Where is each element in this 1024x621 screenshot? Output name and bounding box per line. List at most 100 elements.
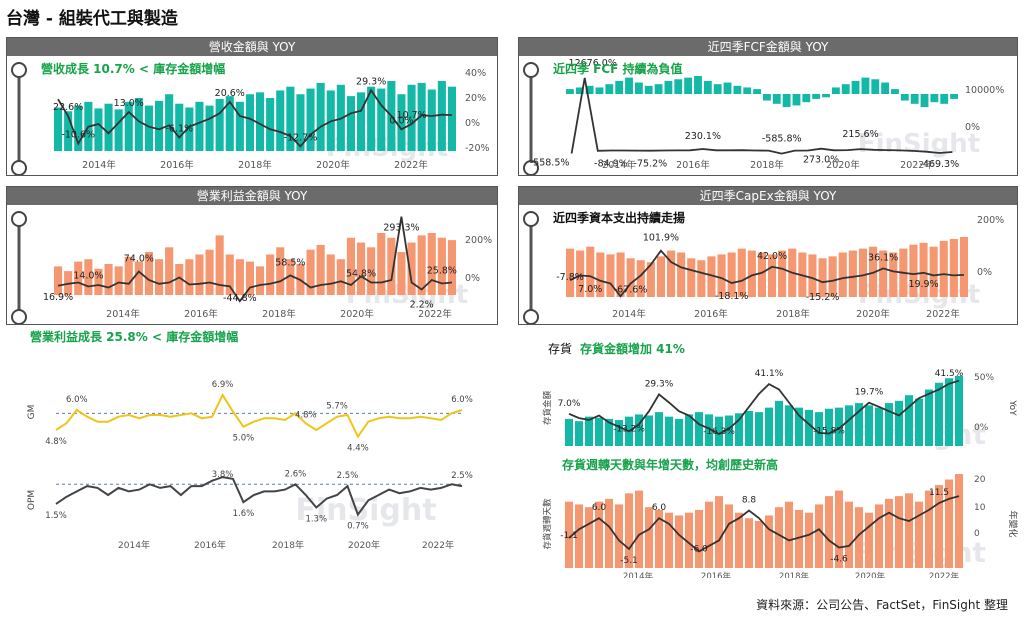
- bar: [815, 412, 823, 446]
- bar: [165, 94, 174, 151]
- bar: [785, 405, 793, 446]
- data-label: 6.9%: [212, 380, 234, 390]
- x-tick: 2016年: [701, 571, 732, 578]
- data-label: -6.1%: [165, 123, 193, 134]
- bar: [626, 258, 635, 297]
- bar: [615, 504, 623, 568]
- bar: [256, 92, 265, 151]
- bar: [175, 264, 184, 295]
- bar: [625, 77, 633, 94]
- bar: [407, 84, 416, 151]
- bar: [225, 254, 234, 295]
- bar: [64, 111, 73, 151]
- data-label: 1.3%: [305, 515, 327, 525]
- bar: [881, 82, 890, 94]
- y-tick: 0%: [465, 118, 480, 129]
- data-label: 2.6%: [285, 469, 307, 479]
- bar: [695, 509, 703, 568]
- bar: [427, 89, 436, 151]
- bar: [585, 85, 594, 94]
- bar: [795, 407, 803, 446]
- bar: [747, 250, 756, 297]
- bar: [606, 254, 615, 297]
- bar: [286, 259, 295, 295]
- slider-handle-top: [523, 62, 539, 78]
- bar: [665, 416, 673, 446]
- data-label: -67.6%: [614, 284, 648, 295]
- bar: [735, 413, 743, 446]
- bar: [225, 96, 234, 151]
- op-panel-title: 營業利益金額與 YOY: [7, 187, 497, 205]
- bar: [397, 94, 406, 151]
- data-label: 230.1%: [685, 131, 721, 142]
- bar: [945, 378, 953, 446]
- bar: [134, 261, 143, 295]
- bar: [725, 504, 733, 568]
- bar: [575, 87, 584, 94]
- x-tick: 2018年: [262, 308, 296, 320]
- bar: [717, 254, 726, 297]
- data-label: 273.0%: [803, 155, 839, 166]
- bar: [879, 250, 888, 297]
- capex-panel-title: 近四季CapEx金額與 YOY: [519, 187, 1017, 205]
- bar: [54, 107, 63, 151]
- bar: [955, 376, 963, 446]
- x-tick: 2018年: [779, 571, 810, 578]
- bar: [757, 252, 766, 297]
- data-label: -1.1: [560, 531, 578, 541]
- data-label: -75.2%: [634, 159, 668, 170]
- yoy-line: [57, 216, 452, 303]
- bar: [869, 246, 878, 297]
- bar: [286, 86, 295, 151]
- y-tick: -20%: [465, 143, 490, 154]
- data-label: -16.3%: [703, 427, 735, 437]
- bar: [835, 490, 843, 568]
- bar: [822, 94, 830, 98]
- inventory-label: 存貨: [548, 342, 573, 356]
- opm-line: [55, 476, 463, 517]
- data-label: -585.8%: [762, 134, 802, 145]
- bar: [865, 512, 873, 568]
- bar: [245, 94, 254, 151]
- bar: [645, 415, 653, 446]
- bar: [94, 108, 103, 151]
- bar: [367, 86, 376, 151]
- data-label: 19.9%: [908, 279, 938, 290]
- fcf-chart: FinSight -558.5% 12676.0% -84.9% -75.2% 230.1…: [523, 58, 1004, 175]
- bar: [713, 84, 722, 94]
- data-label: 5.0%: [233, 434, 255, 444]
- y-axis-label: OPM: [27, 490, 37, 510]
- bar: [841, 84, 850, 94]
- yoy-line: [570, 77, 953, 155]
- bar: [114, 109, 123, 151]
- x-tick: 2014年: [612, 308, 646, 320]
- x-tick: 2022年: [422, 539, 454, 551]
- data-label: 3.8%: [212, 470, 234, 480]
- data-label: 4.4%: [347, 444, 369, 454]
- data-label: 2.2%: [410, 299, 434, 310]
- capex-caption: 近四季資本支出持續走揚: [553, 211, 686, 225]
- bar: [909, 244, 918, 297]
- bar: [575, 504, 583, 568]
- data-label: 101.9%: [643, 233, 679, 244]
- x-tick: 2016年: [194, 539, 226, 551]
- data-label: -7.8%: [556, 272, 584, 283]
- bar: [377, 233, 386, 295]
- bar: [828, 256, 837, 297]
- bar: [885, 498, 893, 568]
- data-label: 7.0%: [558, 399, 581, 409]
- x-tick: 2020年: [348, 539, 380, 551]
- bar: [54, 266, 63, 295]
- x-tick: 2022年: [394, 159, 428, 171]
- data-label: 20.6%: [215, 88, 245, 99]
- data-label: -6.0: [690, 544, 708, 554]
- bar: [755, 412, 763, 446]
- x-tick: 2020年: [855, 571, 886, 578]
- bar: [346, 237, 355, 295]
- bar: [635, 414, 643, 446]
- bar: [205, 105, 214, 151]
- bar: [644, 85, 653, 94]
- x-tick: 2016年: [694, 308, 728, 320]
- bar: [165, 247, 174, 295]
- bar: [812, 94, 821, 99]
